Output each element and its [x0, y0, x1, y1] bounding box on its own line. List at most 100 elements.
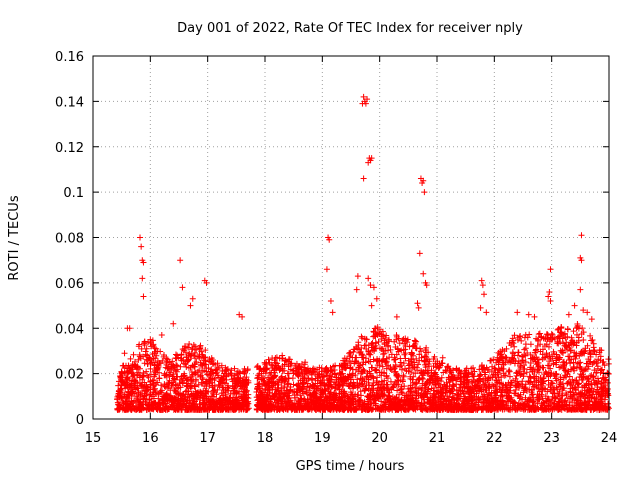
data-point [378, 398, 385, 405]
data-point [142, 399, 149, 406]
data-point [232, 405, 239, 412]
data-point [172, 381, 179, 388]
data-point [132, 378, 139, 385]
data-point [547, 266, 554, 273]
data-point [565, 311, 572, 318]
data-point [515, 349, 522, 356]
data-point [127, 366, 134, 373]
data-point [137, 234, 144, 241]
data-point [236, 388, 243, 395]
data-point [177, 384, 184, 391]
data-point [361, 398, 368, 405]
y-tick-label: 0.08 [55, 232, 84, 247]
data-point [590, 340, 597, 347]
data-point [227, 390, 234, 397]
data-point [198, 362, 205, 369]
data-point [370, 356, 377, 363]
data-point [183, 364, 190, 371]
data-point [564, 333, 571, 340]
data-point [143, 368, 150, 375]
data-point [145, 386, 152, 393]
data-point [141, 392, 148, 399]
data-point [356, 380, 363, 387]
data-point [570, 328, 577, 335]
data-point [413, 345, 420, 352]
data-point [557, 339, 564, 346]
x-tick-label: 18 [257, 431, 274, 446]
data-point [201, 406, 208, 413]
data-point [354, 273, 361, 280]
data-point [308, 377, 315, 384]
data-point [539, 395, 546, 402]
data-point [140, 395, 147, 402]
data-point [142, 348, 149, 355]
data-point [149, 359, 156, 366]
data-point [593, 351, 600, 358]
data-point [191, 361, 198, 368]
data-point [400, 373, 407, 380]
data-point [492, 387, 499, 394]
data-point [139, 376, 146, 383]
data-point [179, 284, 186, 291]
data-point [197, 373, 204, 380]
data-point [190, 390, 197, 397]
x-tick-label: 19 [314, 431, 331, 446]
data-point [212, 370, 219, 377]
data-point [518, 337, 525, 344]
data-point [450, 367, 457, 374]
data-point [195, 381, 202, 388]
data-point [239, 382, 246, 389]
data-point [154, 379, 161, 386]
data-point [381, 350, 388, 357]
data-point [531, 313, 538, 320]
data-point [225, 406, 232, 413]
x-tick-label: 24 [601, 431, 618, 446]
data-point [430, 355, 437, 362]
data-point [198, 348, 205, 355]
data-point [161, 383, 168, 390]
data-point [117, 373, 124, 380]
data-point [167, 369, 174, 376]
x-tick-label: 23 [543, 431, 560, 446]
data-point [192, 376, 199, 383]
data-point [166, 372, 173, 379]
data-point [201, 395, 208, 402]
data-point [401, 383, 408, 390]
data-point [495, 374, 502, 381]
data-point [136, 351, 143, 358]
data-point [582, 366, 589, 373]
data-point [519, 378, 526, 385]
data-point [220, 405, 227, 412]
data-point [342, 365, 349, 372]
data-point [483, 309, 490, 316]
data-point [410, 342, 417, 349]
data-point [161, 370, 168, 377]
data-point [549, 397, 556, 404]
data-point [522, 341, 529, 348]
data-point [580, 337, 587, 344]
data-point [323, 266, 330, 273]
data-point [355, 339, 362, 346]
data-point [154, 365, 161, 372]
data-point [561, 330, 568, 337]
data-point [214, 405, 221, 412]
data-point [151, 345, 158, 352]
data-point [529, 391, 536, 398]
data-point [514, 309, 521, 316]
data-point [526, 331, 533, 338]
data-point [235, 378, 242, 385]
data-point [135, 385, 142, 392]
data-point [449, 394, 456, 401]
data-point [521, 387, 528, 394]
data-point [131, 397, 138, 404]
data-point [498, 389, 505, 396]
data-point [398, 366, 405, 373]
data-point [240, 376, 247, 383]
data-point [364, 373, 371, 380]
data-point [135, 356, 142, 363]
data-point [187, 352, 194, 359]
data-points [114, 93, 612, 413]
data-point [140, 353, 147, 360]
data-point [169, 358, 176, 365]
